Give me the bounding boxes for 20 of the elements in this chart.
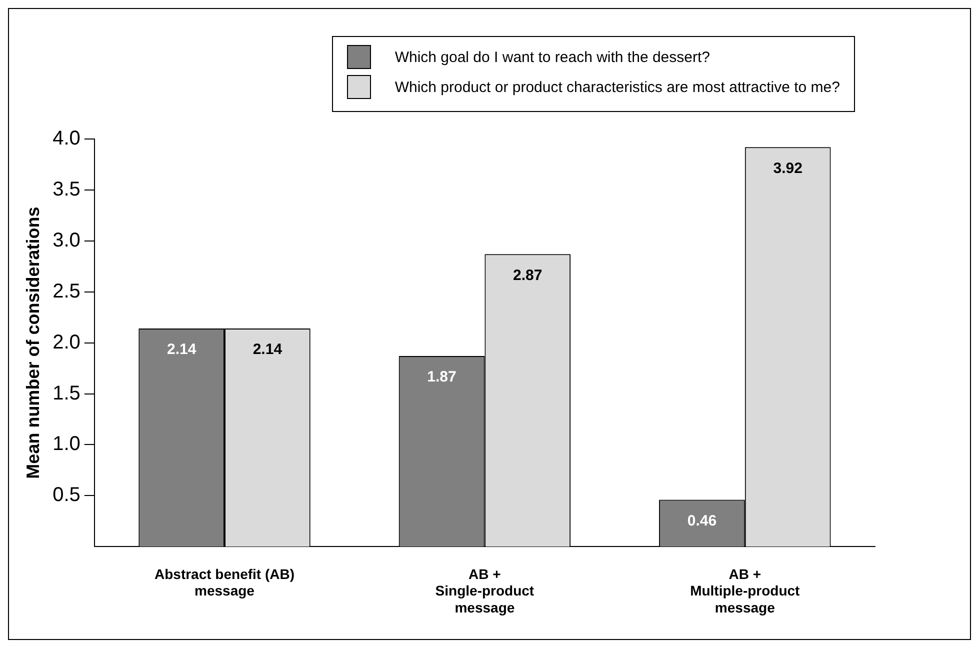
- data-label: 0.46: [687, 512, 717, 530]
- y-tick-label: 2.5: [52, 280, 80, 302]
- data-label: 2.14: [166, 341, 197, 358]
- data-label: 2.14: [252, 341, 283, 358]
- y-tick-label: 1.0: [52, 433, 80, 456]
- y-axis-title: Mean number of considerations: [22, 206, 43, 479]
- y-tick-label: 1.5: [52, 382, 80, 404]
- x-tick-label: AB + Single-product message: [435, 566, 534, 616]
- data-label: 3.92: [773, 160, 802, 177]
- x-tick-label: AB + Multiple-product message: [690, 566, 800, 616]
- y-tick-label: 2.0: [52, 331, 80, 354]
- legend-label: Which goal do I want to reach with the dessert?: [394, 48, 710, 66]
- y-tick-label: 3.5: [52, 178, 80, 200]
- x-tick-label: Abstract benefit (AB) message: [154, 566, 295, 599]
- y-tick-label: 3.0: [52, 229, 80, 252]
- data-label: 1.87: [427, 368, 456, 386]
- legend-label: Which product or product characteristics are most attractive to me?: [394, 78, 840, 96]
- y-tick-label: 0.5: [52, 484, 80, 506]
- y-tick-label: 4.0: [52, 128, 80, 150]
- data-label: 2.87: [513, 266, 542, 284]
